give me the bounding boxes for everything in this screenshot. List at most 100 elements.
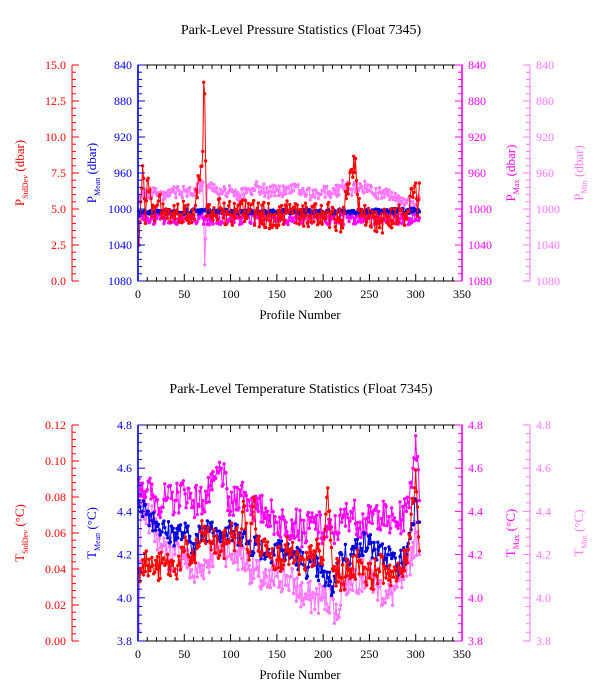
stddev-series-point [316, 542, 321, 546]
pressure-chart: Park-Level Pressure Statistics (Float 73… [12, 23, 589, 322]
min-series-point [262, 182, 266, 186]
stddev-series-point [414, 490, 419, 494]
stddev-series-point [182, 210, 186, 214]
max-series-point [209, 472, 213, 476]
min-series-point [337, 615, 341, 620]
stddev-series-point [212, 206, 216, 210]
min-series-point [317, 582, 322, 586]
mean-series-point [188, 534, 192, 538]
stddev-series-point [380, 231, 385, 235]
stddev-series-point [221, 216, 225, 220]
max-series-point [340, 516, 345, 520]
min-series-point [307, 597, 311, 602]
max-tick-label: 1040 [468, 238, 492, 252]
stddev-series-point [340, 562, 345, 567]
max-series-point [163, 482, 167, 486]
min-series-point [198, 181, 202, 185]
min-series-point [236, 568, 240, 572]
stddev-series-point [386, 214, 390, 218]
stddev-series-point [176, 563, 180, 568]
mean-series-point [183, 521, 187, 525]
min-series-point [201, 180, 205, 184]
min-series-point [294, 599, 298, 603]
min-series-point [185, 565, 189, 570]
max-series-point [278, 535, 283, 539]
stddev-tick-label: 0.0 [51, 274, 66, 288]
max-series-point [233, 498, 237, 502]
min-series-point [211, 564, 215, 569]
max-series-point [353, 222, 358, 226]
max-series-point [165, 496, 170, 500]
stddev-series-point [222, 201, 226, 205]
stddev-series-point [240, 198, 245, 202]
stddev-series-point [167, 208, 172, 212]
min-series-point [207, 570, 211, 575]
min-series-point [327, 605, 331, 610]
min-series-point [385, 593, 389, 597]
stddev-series-point [283, 203, 287, 207]
stddev-series-point [238, 215, 242, 219]
mean-series-point [277, 541, 282, 546]
min-series-point [230, 552, 235, 556]
stddev-series-point [207, 203, 211, 207]
max-series-point [231, 513, 235, 517]
min-series-point [362, 191, 366, 195]
min-series-point [417, 552, 422, 557]
max-series-point [290, 518, 294, 522]
max-series-point [379, 516, 384, 521]
mean-series-point [380, 542, 385, 546]
pressure-chart-title: Park-Level Pressure Statistics (Float 73… [181, 23, 422, 38]
stddev-series-point [187, 221, 191, 225]
temperature-y-axes: 0.00 0.02 0.04 0.06 0.08 0.10 0.12 TStdDev (°C)… [12, 418, 589, 648]
stddev-series-point [229, 521, 234, 525]
mean-series-point [360, 546, 364, 551]
max-axis-label: TMax (°C) [503, 509, 521, 557]
stddev-series-point [297, 572, 301, 577]
min-series-point [300, 580, 304, 585]
min-tick-label: 1000 [536, 202, 560, 216]
stddev-series-point [185, 542, 189, 546]
min-series-point [181, 556, 186, 561]
min-series-point [252, 576, 256, 581]
stddev-series-point [143, 569, 148, 574]
max-series-point [229, 490, 234, 494]
stddev-series-point [402, 569, 407, 573]
max-series-point [277, 533, 281, 537]
max-series-point [184, 506, 188, 510]
stddev-series-point [374, 568, 378, 572]
stddev-series-point [230, 223, 235, 227]
min-series-point [262, 571, 266, 575]
stddev-series-point [173, 217, 177, 221]
mean-series-point [376, 540, 380, 544]
max-series-point [147, 480, 151, 484]
min-series-point [315, 586, 319, 591]
stddev-series-point [255, 537, 260, 541]
stddev-series-point [304, 550, 309, 555]
min-series-point [248, 188, 252, 192]
min-series-point [196, 561, 200, 565]
stddev-series-point [397, 203, 401, 207]
max-series-point [180, 482, 185, 486]
min-series-point [207, 185, 211, 190]
min-series-point [188, 185, 192, 190]
stddev-series-point [344, 557, 348, 561]
max-series-point [368, 505, 373, 509]
min-series-point [408, 573, 412, 577]
max-series-point [222, 462, 226, 466]
stddev-series-point [192, 217, 197, 221]
stddev-series-point [231, 213, 235, 217]
max-series-point [247, 498, 251, 503]
stddev-series-point [415, 505, 420, 509]
max-series-point [230, 500, 235, 505]
x-tick-label: 250 [360, 287, 378, 301]
max-series-point [409, 480, 413, 484]
mean-series-point [368, 533, 373, 537]
min-series-point [351, 187, 355, 191]
mean-series-point [277, 538, 281, 543]
stddev-series-point [177, 554, 181, 558]
stddev-series-point [395, 576, 399, 580]
min-series-point [297, 596, 301, 600]
min-series-point [327, 193, 331, 197]
min-series-point [273, 194, 277, 198]
max-series-point [197, 216, 201, 220]
